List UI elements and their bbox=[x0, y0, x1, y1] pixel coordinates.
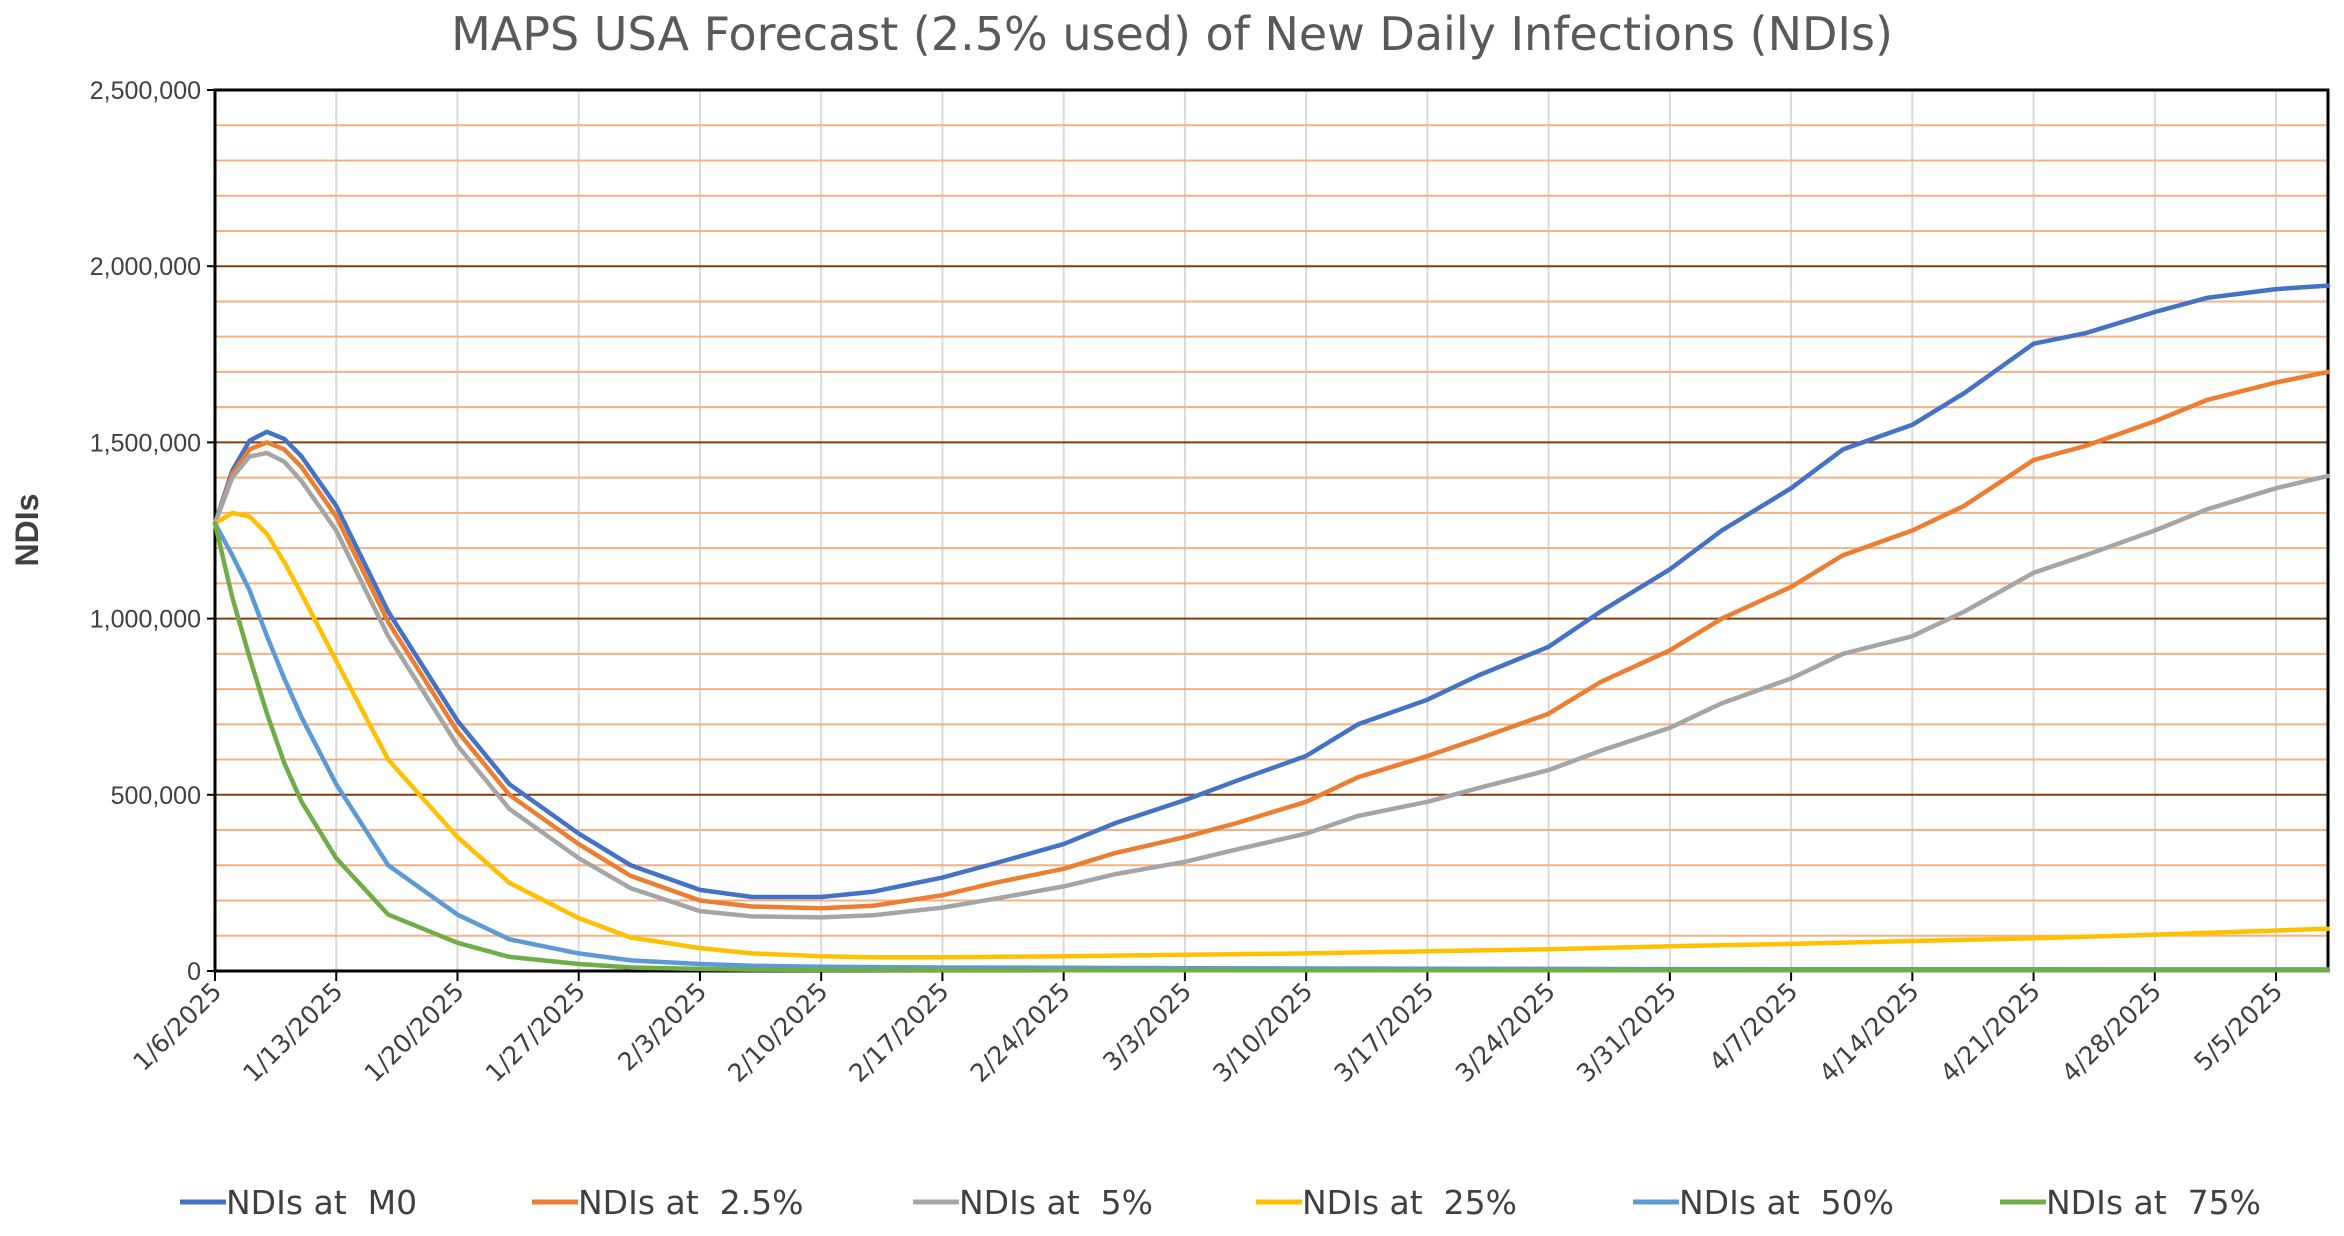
x-tick-label: 1/6/2025 bbox=[127, 977, 227, 1077]
x-tick-label: 1/13/2025 bbox=[237, 977, 348, 1088]
x-tick-label: 5/5/2025 bbox=[2188, 977, 2288, 1077]
series-line-2 bbox=[212, 369, 2331, 911]
y-axis-label: NDIs bbox=[9, 494, 45, 567]
x-tick-label: 3/10/2025 bbox=[1207, 977, 1318, 1088]
legend-label: NDIs at 5% bbox=[959, 1183, 1153, 1222]
y-tick-label: 2,500,000 bbox=[90, 77, 201, 105]
plot-border bbox=[213, 88, 2330, 973]
y-tick-label: 1,500,000 bbox=[90, 429, 201, 457]
y-tick-label: 1,000,000 bbox=[90, 606, 201, 634]
legend-label: NDIs at 75% bbox=[2046, 1183, 2261, 1222]
x-tick-label: 4/21/2025 bbox=[1935, 977, 2046, 1088]
series-line-4 bbox=[212, 510, 2331, 960]
x-tick-label: 1/20/2025 bbox=[359, 977, 470, 1088]
x-tick-label: 2/3/2025 bbox=[612, 977, 712, 1077]
legend-label: NDIs at 50% bbox=[1679, 1183, 1894, 1222]
legend: NDIs at M0 NDIs at 2.5% NDIs at 5% NDIs at … bbox=[180, 1183, 2261, 1222]
x-tick-label: 3/24/2025 bbox=[1450, 977, 1561, 1088]
legend-label: NDIs at 25% bbox=[1302, 1183, 1517, 1222]
x-tick-label: 2/24/2025 bbox=[965, 977, 1076, 1088]
legend-label: NDIs at M0 bbox=[226, 1183, 417, 1222]
x-tick-label: 1/27/2025 bbox=[480, 977, 591, 1088]
x-tick-label: 4/14/2025 bbox=[1813, 977, 1924, 1088]
x-tick-label: 3/3/2025 bbox=[1097, 977, 1197, 1077]
x-tick-label: 4/28/2025 bbox=[2056, 977, 2167, 1088]
x-tick-label: 2/10/2025 bbox=[722, 977, 833, 1088]
series-line-5 bbox=[212, 521, 2331, 972]
chart-title: MAPS USA Forecast (2.5% used) of New Dai… bbox=[451, 7, 1893, 61]
x-tick-label: 3/31/2025 bbox=[1571, 977, 1682, 1088]
legend-label: NDIs at 2.5% bbox=[578, 1183, 804, 1222]
x-tick-label: 2/17/2025 bbox=[844, 977, 955, 1088]
y-tick-label: 2,000,000 bbox=[90, 253, 201, 281]
series-line-6 bbox=[212, 521, 2331, 973]
grid bbox=[215, 89, 2328, 971]
series-line-3 bbox=[212, 450, 2331, 920]
y-tick-label: 0 bbox=[187, 958, 201, 986]
series-layer bbox=[212, 283, 2331, 973]
x-tick-label: 4/7/2025 bbox=[1703, 977, 1803, 1077]
series-line-1 bbox=[212, 283, 2331, 900]
x-tick-label: 3/17/2025 bbox=[1328, 977, 1439, 1088]
y-tick-label: 500,000 bbox=[111, 782, 201, 810]
